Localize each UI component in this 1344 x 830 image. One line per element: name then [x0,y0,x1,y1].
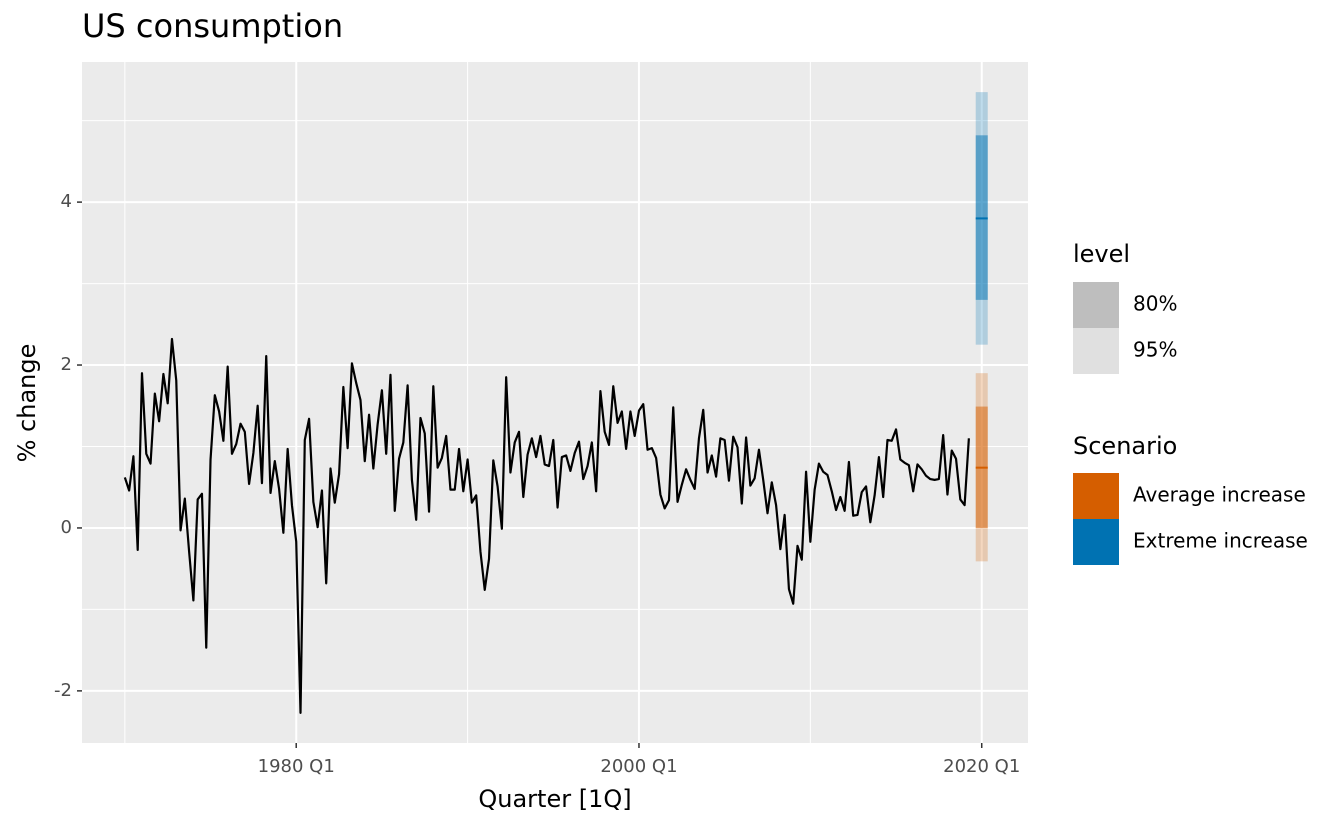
plot-panel [82,62,1028,743]
legend-label: 95% [1133,338,1177,362]
y-axis-title: % change [13,344,41,463]
legend-label: 80% [1133,292,1177,316]
legend-label: Extreme increase [1133,529,1308,553]
x-tick-label: 1980 Q1 [258,756,335,777]
legend-title: Scenario [1073,432,1177,460]
legend-swatch [1073,473,1119,519]
chart-title: US consumption [82,7,343,45]
y-tick-label: 0 [61,517,72,538]
legend-swatch [1073,519,1119,565]
legend-title: level [1073,240,1130,268]
legend-swatch [1073,282,1119,328]
x-axis-title: Quarter [1Q] [478,785,631,813]
y-tick-label: 4 [61,191,72,212]
data-line [123,337,970,714]
x-tick-label: 2000 Q1 [600,756,677,777]
legend-label: Average increase [1133,483,1306,507]
legend-swatch [1073,328,1119,374]
y-tick-label: -2 [54,680,72,701]
x-tick-label: 2020 Q1 [943,756,1020,777]
y-tick-label: 2 [61,354,72,375]
